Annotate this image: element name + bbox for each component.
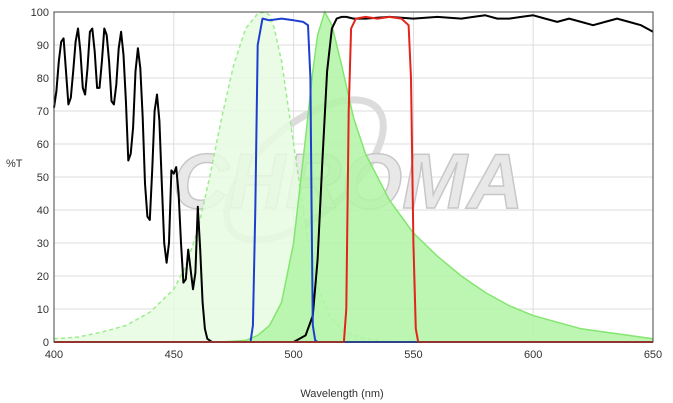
series-2-line bbox=[53, 14, 654, 343]
y-tick-label-20: 20 bbox=[37, 271, 49, 283]
series-layer bbox=[53, 10, 654, 343]
y-tick-label-90: 90 bbox=[37, 40, 49, 52]
y-tick-label-50: 50 bbox=[37, 172, 49, 184]
y-axis-title: %T bbox=[6, 158, 23, 170]
x-tick-label-400: 400 bbox=[45, 349, 63, 361]
y-tick-label-80: 80 bbox=[37, 73, 49, 85]
y-tick-label-30: 30 bbox=[37, 238, 49, 250]
x-tick-label-450: 450 bbox=[165, 349, 183, 361]
y-tick-label-100: 100 bbox=[31, 7, 49, 19]
x-axis-ticks: 400 450 500 550 600 650 bbox=[45, 349, 662, 361]
y-axis-ticks: 0 10 20 30 40 50 60 70 80 90 100 bbox=[31, 7, 49, 349]
series-1-area-outline bbox=[221, 10, 654, 343]
y-tick-label-70: 70 bbox=[37, 106, 49, 118]
x-tick-label-650: 650 bbox=[644, 349, 662, 361]
y-tick-label-60: 60 bbox=[37, 139, 49, 151]
x-tick-label-600: 600 bbox=[524, 349, 542, 361]
plot-frame bbox=[53, 11, 654, 343]
x-tick-label-500: 500 bbox=[284, 349, 302, 361]
series-4-line bbox=[54, 15, 653, 343]
series-3-line bbox=[54, 17, 653, 343]
series-1-area-fill bbox=[221, 12, 653, 342]
y-tick-label-10: 10 bbox=[37, 304, 49, 316]
y-tick-label-40: 40 bbox=[37, 205, 49, 217]
x-axis-title: Wavelength (nm) bbox=[300, 388, 383, 400]
x-tick-label-550: 550 bbox=[404, 349, 422, 361]
y-tick-label-0: 0 bbox=[43, 337, 49, 349]
